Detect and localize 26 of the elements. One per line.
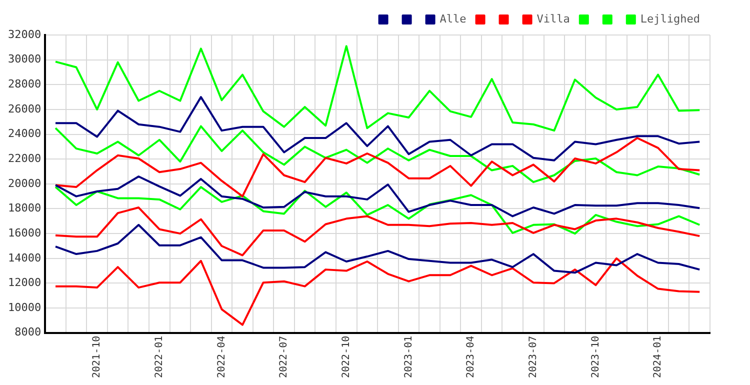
y-tick-label: 8000	[14, 326, 42, 339]
x-tick-label: 2023-04	[466, 336, 477, 378]
x-tick-label: 2023-01	[403, 336, 414, 378]
y-tick-label: 24000	[8, 127, 42, 140]
y-tick-label: 28000	[8, 78, 42, 90]
x-tick-label: 2022-01	[154, 336, 165, 378]
y-tick-label: 32000	[8, 28, 42, 41]
x-tick-label: 2023-10	[590, 336, 602, 378]
y-tick-label: 10000	[8, 300, 42, 314]
x-tick-label: 2022-10	[340, 336, 352, 378]
y-tick-label: 20000	[8, 176, 42, 190]
legend-label: Villa	[536, 12, 570, 26]
y-tick-label: 22000	[8, 152, 42, 165]
y-tick-label: 26000	[8, 102, 42, 116]
legend-label: Alle	[440, 12, 466, 26]
y-tick-label: 14000	[8, 251, 42, 264]
y-tick-label: 30000	[8, 52, 42, 66]
x-tick-label: 2023-07	[528, 336, 539, 378]
x-tick-label: 2022-07	[278, 336, 290, 378]
x-tick-label: 2022-04	[216, 336, 228, 378]
x-tick-label: 2021-10	[92, 336, 103, 378]
y-tick-label: 16000	[8, 226, 42, 240]
legend-label: Lejlighed	[640, 12, 700, 26]
y-tick-label: 12000	[8, 276, 42, 290]
y-tick-label: 18000	[8, 202, 42, 215]
x-tick-label: 2024-01	[652, 336, 664, 378]
